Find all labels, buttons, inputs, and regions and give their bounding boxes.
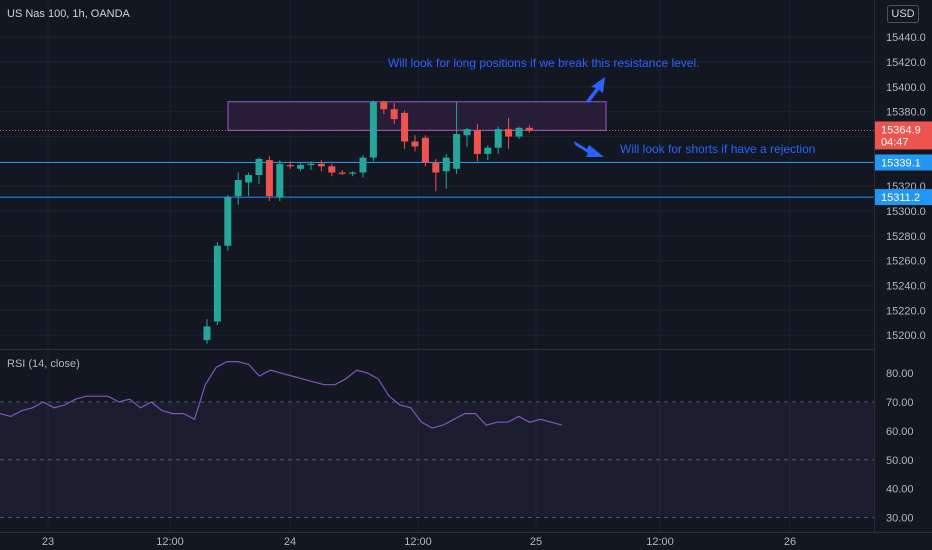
time-tick-label: 24	[284, 536, 296, 548]
price-tick-label: 15280.0	[886, 231, 926, 243]
time-tick-label: 12:00	[404, 536, 432, 548]
level-price-tag	[875, 154, 932, 171]
candle-body	[255, 158, 263, 175]
price-tick-label: 15400.0	[886, 82, 926, 94]
time-tick-label: 23	[42, 536, 54, 548]
annotation-short: Will look for shorts if have a rejection	[620, 142, 815, 156]
candle-body	[484, 147, 492, 154]
rsi-tick-label: 50.00	[886, 455, 914, 467]
candle-body	[265, 160, 273, 197]
candle-body	[328, 166, 336, 173]
candle-body	[473, 130, 481, 154]
candle-body	[203, 326, 211, 341]
candle-body	[390, 109, 398, 120]
time-tick-label: 25	[530, 536, 542, 548]
arrow-down-icon	[574, 141, 604, 157]
horizontal-levels	[0, 161, 874, 198]
candle-body	[432, 162, 440, 173]
rsi-tick-label: 30.00	[886, 513, 914, 525]
candle-body	[245, 175, 253, 183]
rsi-line	[0, 361, 563, 429]
candle-body	[380, 101, 388, 110]
countdown-label: 04:47	[881, 136, 909, 148]
last-price-label: 15364.9	[881, 124, 921, 136]
price-tick-label: 15220.0	[886, 305, 926, 317]
price-tick-label: 15200.0	[886, 330, 926, 342]
candle-body	[505, 129, 513, 137]
level-price-label: 15311.2	[881, 192, 920, 204]
candle-body	[401, 112, 409, 142]
chart-title: US Nas 100, 1h, OANDA	[7, 8, 131, 20]
price-axis-labels: 15339.1 15311.2 15364.904:47	[875, 121, 932, 206]
rsi-tick-label: 60.00	[886, 426, 914, 438]
annotation-arrows	[574, 77, 605, 157]
price-tick-label: 15240.0	[886, 280, 926, 292]
candle-body	[411, 141, 419, 147]
level-price-tag	[875, 189, 932, 206]
candle-body	[349, 172, 357, 174]
candle-body	[224, 197, 232, 246]
candle-body	[317, 163, 325, 167]
rsi-axis[interactable]: 80.00 70.00 60.00 50.00 40.00 30.00	[886, 368, 914, 524]
rsi-tick-label: 80.00	[886, 368, 914, 380]
candle-body	[463, 129, 471, 136]
candle-body	[494, 129, 502, 148]
resistance-zone[interactable]	[227, 101, 607, 131]
candle-body	[234, 179, 242, 197]
candle-body	[297, 165, 305, 169]
time-tick-label: 26	[784, 536, 796, 548]
price-tick-label: 15440.0	[886, 32, 926, 44]
last-price-tag	[875, 121, 932, 150]
candle-body	[453, 134, 461, 169]
price-tick-label: 15380.0	[886, 107, 926, 119]
rsi-guide-lines	[0, 401, 874, 519]
candle-body	[307, 163, 315, 166]
candle-body	[338, 172, 346, 174]
price-axis[interactable]: 15440.015420.015400.015380.015360.015340…	[886, 32, 926, 342]
level-price-label: 15339.1	[881, 157, 921, 169]
candle-body	[442, 157, 450, 172]
price-tick-label: 15260.0	[886, 256, 926, 268]
candle-body	[213, 245, 221, 322]
arrow-up-icon	[586, 77, 605, 103]
candle-body	[369, 101, 377, 158]
candle-body	[286, 165, 294, 167]
candle-body	[276, 163, 284, 198]
candle-body	[525, 127, 533, 131]
rsi-title: RSI (14, close)	[7, 358, 80, 370]
time-tick-label: 12:00	[646, 536, 674, 548]
price-tick-label: 15300.0	[886, 206, 926, 218]
grid-lines	[0, 0, 874, 532]
candle-body	[359, 157, 367, 173]
rsi-tick-label: 40.00	[886, 484, 914, 496]
annotation-long: Will look for long positions if we break…	[388, 56, 699, 70]
candle-body	[421, 137, 429, 163]
candle-body	[515, 127, 523, 137]
time-tick-label: 12:00	[156, 536, 184, 548]
candlesticks	[203, 100, 533, 344]
currency-badge[interactable]: USD	[887, 5, 919, 23]
rsi-panel	[0, 361, 874, 519]
price-tick-label: 15420.0	[886, 57, 926, 69]
rsi-tick-label: 70.00	[886, 397, 914, 409]
time-axis[interactable]: 23 12:00 24 12:00 25 12:00 26	[42, 536, 796, 548]
